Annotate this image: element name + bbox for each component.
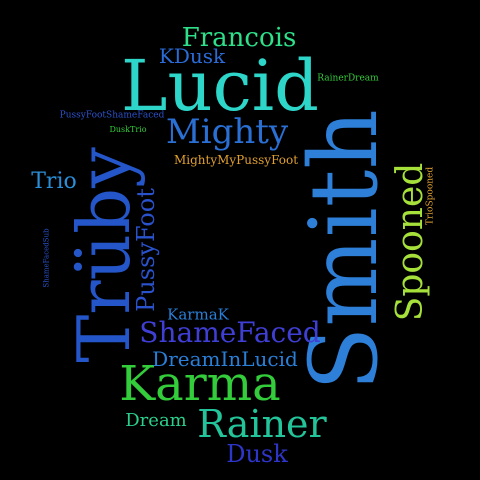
word-truby: Trüby [62,147,146,363]
word-trio: Trio [31,169,77,194]
word-dusktrio: DuskTrio [109,125,147,134]
word-spooned: Spooned [390,162,431,322]
word-shamefacedsub: ShameFacedSub [42,228,51,288]
word-dream: Dream [125,410,187,431]
word-francois: Francois [181,23,297,53]
word-rainerdream: RainerDream [317,73,379,84]
word-karmak: KarmaK [167,305,229,324]
word-karma: Karma [119,356,281,412]
word-pussyfootshamefaced: PussyFootShameFaced [59,110,165,121]
word-lucid: Lucid [121,45,319,127]
word-dusk: Dusk [226,440,288,468]
word-pussyfoot: PussyFoot [132,188,160,312]
word-mighty: Mighty [165,112,289,152]
word-mightymypussyfoot: MightyMyPussyFoot [173,153,299,167]
word-triospooned: TrioSpooned [425,166,436,226]
word-kdusk: KDusk [158,44,226,68]
word-dreaminlucid: DreamInLucid [152,347,298,371]
word-rainer: Rainer [197,402,327,446]
word-shamefaced: ShameFaced [139,316,321,349]
